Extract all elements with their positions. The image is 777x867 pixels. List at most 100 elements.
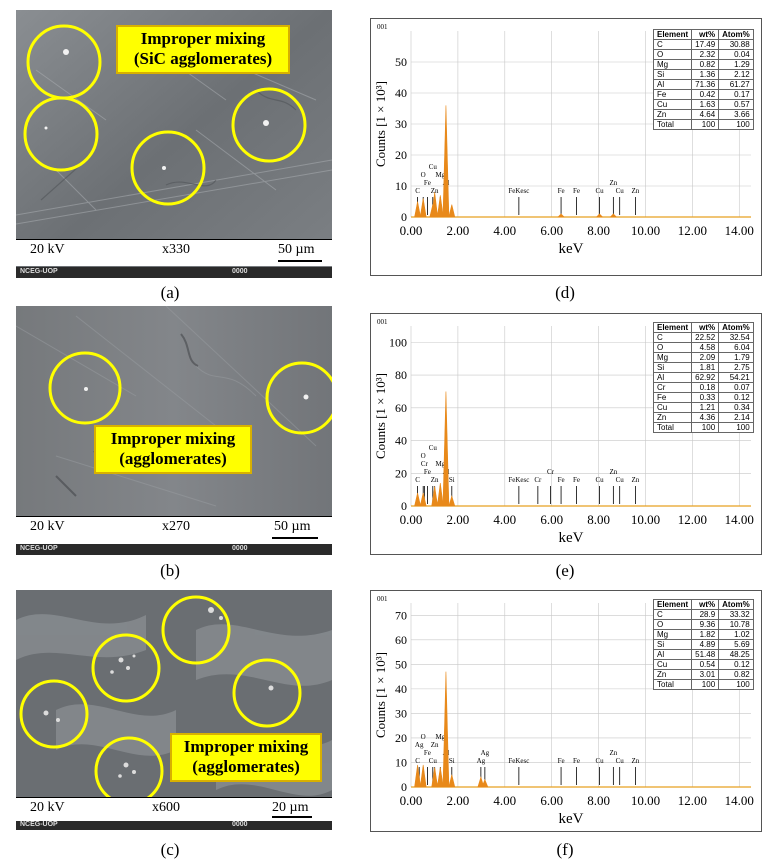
eds-chart-d: 0.00 2.00 4.00 6.00 8.00 10.00 12.00 14.00 0 10 20… xyxy=(373,23,754,257)
table-cell: Al xyxy=(652,79,693,90)
spectrum-peak xyxy=(477,776,485,788)
table-cell: O xyxy=(652,49,693,60)
spectrum-peak xyxy=(442,671,450,788)
table-cell: Zn xyxy=(652,669,693,680)
spectrum-peak xyxy=(436,483,444,507)
table-cell: 0.42 xyxy=(691,89,720,100)
y-axis-label: Counts [1 × 10³] xyxy=(373,373,388,459)
table-cell: Total xyxy=(652,119,693,130)
x-axis-label: keV xyxy=(559,241,584,257)
element-marker-label: Zn xyxy=(632,476,640,484)
y-tick-label: 60 xyxy=(395,633,407,647)
table-cell: 0.07 xyxy=(718,382,754,393)
table-row: Si 1.81 2.75 xyxy=(652,362,754,373)
y-tick-label: 30 xyxy=(395,706,407,720)
spectrum-peak xyxy=(557,213,565,218)
eds-spectrum-e: 0.00 2.00 4.00 6.00 8.00 10.00 12.00 14.00 0 20 40… xyxy=(370,313,762,555)
element-marker-label: Fe xyxy=(424,468,431,476)
element-marker-label: Zn xyxy=(632,187,640,195)
x-tick-label: 12.00 xyxy=(678,512,707,527)
accel-voltage: 20 kV xyxy=(30,800,65,815)
scale-bar xyxy=(278,260,322,262)
lab-id: NCEG-UOP xyxy=(20,545,58,552)
spectrum-peak xyxy=(442,105,450,218)
element-marker-label: Zn xyxy=(431,476,439,484)
element-marker-label: Zn xyxy=(609,468,617,476)
sem-panel-c: Improper mixing (agglomerates) 20 kV x60… xyxy=(16,590,332,830)
table-cell: 2.14 xyxy=(718,412,754,423)
table-header-cell: Element xyxy=(652,599,693,610)
table-cell: Cu xyxy=(652,659,693,670)
table-cell: C xyxy=(652,332,693,343)
sem-footer: NCEG-UOP 0000 xyxy=(16,544,332,555)
table-row: C 22.52 32.54 xyxy=(652,332,754,343)
x-tick-label: 12.00 xyxy=(678,223,707,238)
element-marker-label: Fe xyxy=(424,749,431,757)
image-number: 0000 xyxy=(232,821,248,828)
scale-info-bar: 20 kV x600 20 µm xyxy=(16,797,332,822)
table-cell: 22.52 xyxy=(691,332,720,343)
x-tick-label: 4.00 xyxy=(493,512,516,527)
callout-line-2: (agglomerates) xyxy=(192,757,300,777)
spectrum-peak xyxy=(448,204,456,218)
y-tick-label: 50 xyxy=(395,55,407,69)
element-marker-label: C xyxy=(415,757,420,765)
table-cell: 6.04 xyxy=(718,342,754,353)
table-cell: Si xyxy=(652,362,693,373)
x-tick-label: 6.00 xyxy=(540,793,563,808)
table-cell: 1.36 xyxy=(691,69,720,80)
table-cell: 100 xyxy=(691,679,720,690)
y-tick-label: 50 xyxy=(395,657,407,671)
table-cell: 2.12 xyxy=(718,69,754,80)
spectrum-peak xyxy=(448,495,456,507)
table-cell: 10.78 xyxy=(718,619,754,630)
highlight-circle xyxy=(19,679,89,749)
spectrum-peak xyxy=(414,764,421,788)
element-marker-label: O xyxy=(421,171,426,179)
table-header-row: Element wt% Atom% xyxy=(652,322,754,333)
y-tick-label: 40 xyxy=(395,682,407,696)
x-tick-label: 14.00 xyxy=(725,793,754,808)
x-tick-label: 2.00 xyxy=(447,223,470,238)
spectrum-peak xyxy=(419,764,427,788)
element-marker-label: C xyxy=(415,187,420,195)
image-number: 0000 xyxy=(232,268,248,275)
spectrum-peak xyxy=(448,774,456,788)
element-marker-label: C xyxy=(415,476,420,484)
table-row: Cr 0.18 0.07 xyxy=(652,382,754,393)
x-tick-label: 8.00 xyxy=(587,223,610,238)
x-tick-label: 14.00 xyxy=(725,512,754,527)
x-tick-label: 8.00 xyxy=(587,512,610,527)
caption-e: (e) xyxy=(555,561,575,580)
spectrum-peak xyxy=(481,778,489,788)
x-tick-label: 6.00 xyxy=(540,512,563,527)
element-marker-label: Fe xyxy=(558,476,565,484)
table-cell: 1.82 xyxy=(691,629,720,640)
element-marker-label: Mg xyxy=(435,733,445,741)
table-cell: 62.92 xyxy=(691,372,720,383)
x-tick-label: 10.00 xyxy=(631,512,660,527)
element-marker-label: Ag xyxy=(481,749,490,757)
table-row: Al 62.92 54.21 xyxy=(652,372,754,383)
table-cell: 32.54 xyxy=(718,332,754,343)
accel-voltage: 20 kV xyxy=(30,519,65,534)
sem-image-a: Improper mixing (SiC agglomerates) 20 kV… xyxy=(16,10,332,278)
table-cell: Total xyxy=(652,422,693,433)
table-cell: O xyxy=(652,342,693,353)
table-cell: 1.63 xyxy=(691,99,720,110)
table-cell: 5.69 xyxy=(718,639,754,650)
element-marker-label: Mg xyxy=(435,460,445,468)
y-axis-label: Counts [1 × 10³] xyxy=(373,652,388,738)
element-marker-label: Zn xyxy=(431,187,439,195)
element-marker-label: Cu xyxy=(429,444,438,452)
caption-f: (f) xyxy=(556,840,574,859)
table-cell: 0.04 xyxy=(718,49,754,60)
table-cell: Al xyxy=(652,372,693,383)
element-marker-label: Fe xyxy=(573,187,580,195)
table-row: Al 71.36 61.27 xyxy=(652,79,754,90)
table-cell: Zn xyxy=(652,412,693,423)
table-cell: 48.25 xyxy=(718,649,754,660)
y-tick-label: 10 xyxy=(395,755,407,769)
table-cell: O xyxy=(652,619,693,630)
table-row: Mg 2.09 1.79 xyxy=(652,352,754,363)
